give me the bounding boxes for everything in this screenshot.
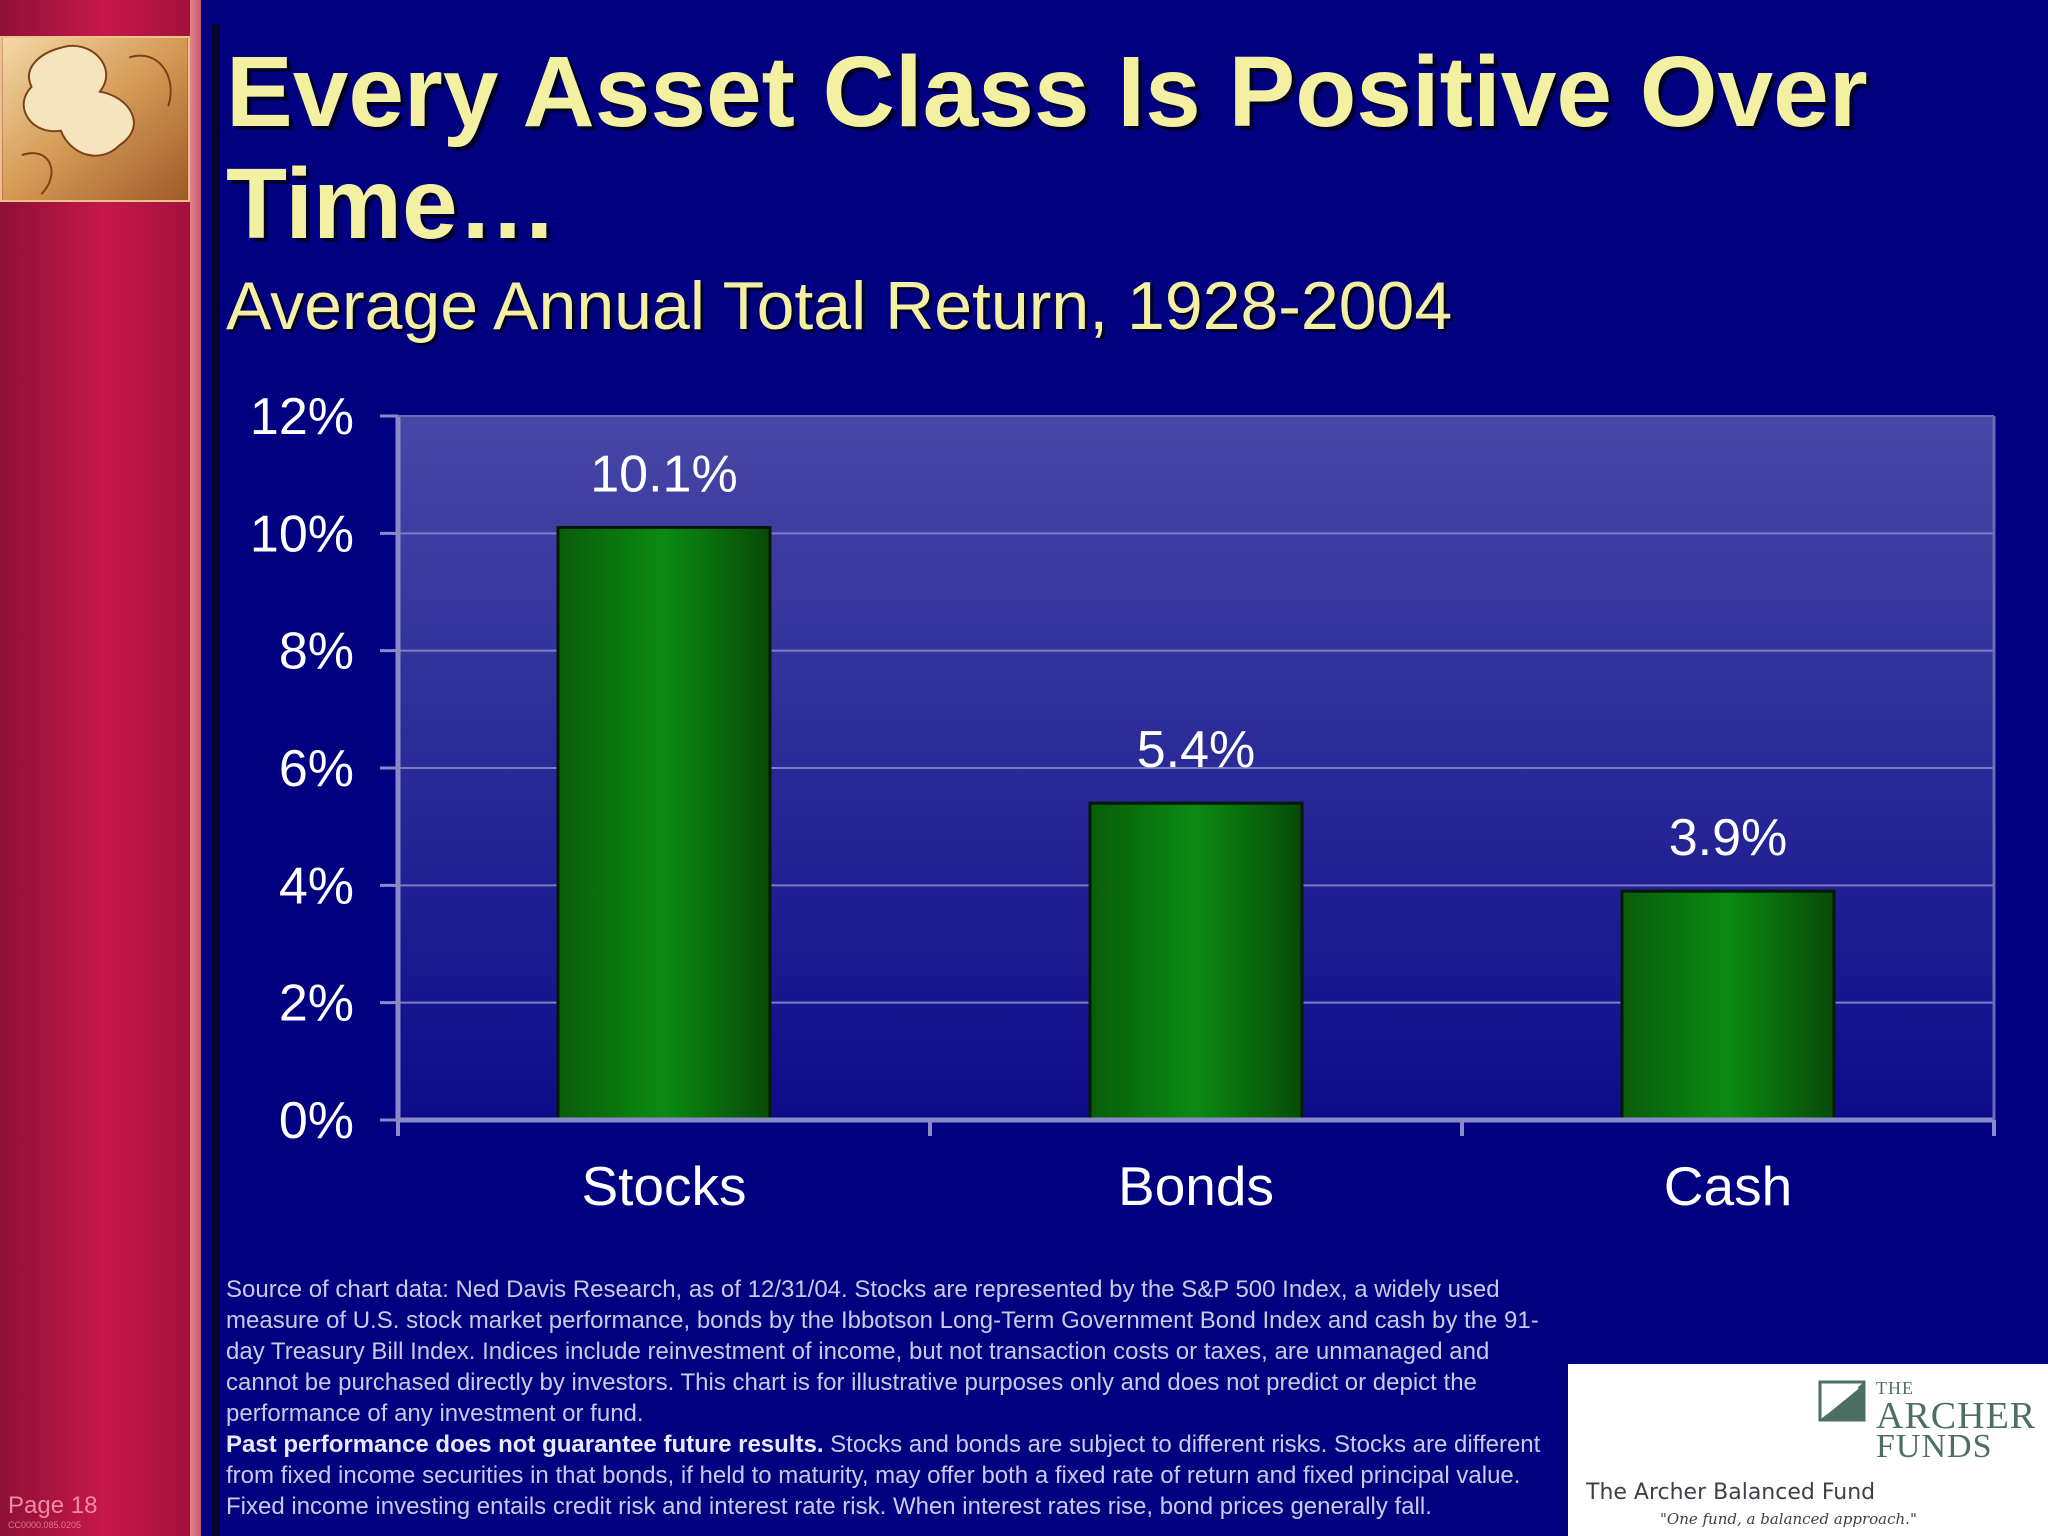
y-tick-label: 2% xyxy=(279,975,354,1033)
y-tick-label: 6% xyxy=(279,740,354,798)
performance-warning-bold: Past performance does not guarantee futu… xyxy=(226,1431,824,1458)
strip-edge-dark xyxy=(212,24,220,1536)
puzzle-pieces-image xyxy=(0,36,190,202)
logo-the: THE xyxy=(1876,1378,1914,1398)
archer-logo-mark-icon xyxy=(1818,1380,1866,1422)
y-tick-label: 4% xyxy=(279,857,354,915)
page-number: Page 18 xyxy=(8,1492,98,1519)
fund-tagline: "One fund, a balanced approach." xyxy=(1660,1510,1917,1528)
source-note: Source of chart data: Ned Davis Research… xyxy=(226,1276,1539,1427)
y-tick-label: 10% xyxy=(250,505,354,563)
footnote: Source of chart data: Ned Davis Research… xyxy=(226,1274,1566,1522)
performance-warning-text: Stocks and bonds are subject to differen… xyxy=(226,1431,1541,1520)
strip-edge-light xyxy=(190,0,201,1536)
left-decorative-strip xyxy=(0,0,190,1536)
fund-name: The Archer Balanced Fund xyxy=(1586,1480,1876,1505)
bar-bonds xyxy=(1088,801,1304,1122)
bar-chart: 0% 2% 4% 6% 8% 10% 12% Stocks Bonds Cash 10.1% 5.… xyxy=(250,388,1996,1217)
x-category-label: Bonds xyxy=(1118,1155,1274,1217)
page-code: CC0000.085.0205 xyxy=(8,1520,82,1530)
y-tick-label: 0% xyxy=(279,1092,354,1150)
slide-subtitle: Average Annual Total Return, 1928-2004 xyxy=(226,268,1453,344)
bar-cash xyxy=(1620,889,1836,1122)
data-label: 5.4% xyxy=(1137,721,1256,779)
archer-funds-logo: THE ARCHER FUNDS The Archer Balanced Fun… xyxy=(1568,1364,2048,1536)
bar-stocks xyxy=(556,525,772,1122)
x-category-label: Stocks xyxy=(581,1155,746,1217)
data-label: 10.1% xyxy=(590,445,737,503)
y-tick-label: 8% xyxy=(279,623,354,681)
data-label: 3.9% xyxy=(1669,809,1788,867)
y-tick-label: 12% xyxy=(250,388,354,446)
logo-funds: FUNDS xyxy=(1876,1428,1993,1465)
logo-archer: ARCHER xyxy=(1876,1395,2037,1437)
x-category-label: Cash xyxy=(1664,1155,1792,1217)
slide-title: Every Asset Class Is Positive Over Time… xyxy=(226,36,1868,260)
